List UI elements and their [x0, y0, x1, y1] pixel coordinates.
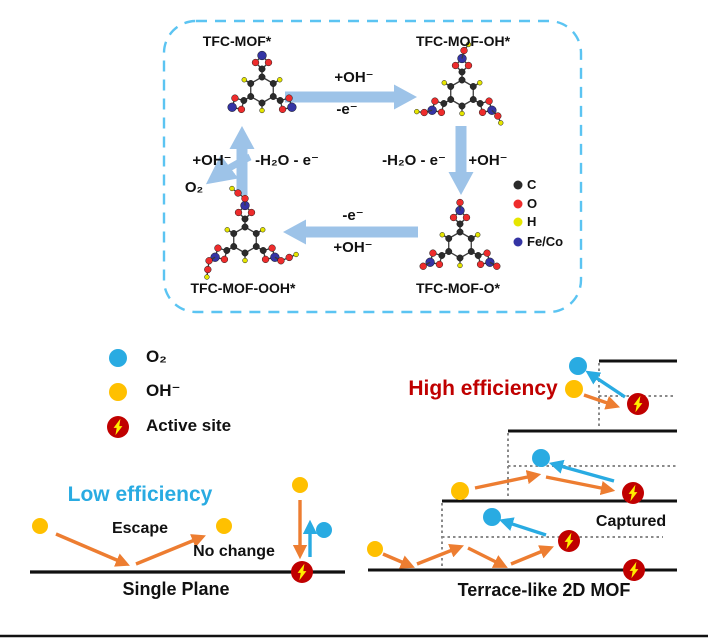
- atom-legend-dot-h: [513, 217, 523, 227]
- active-site-icon: [291, 561, 313, 583]
- oh-ion: [292, 477, 308, 493]
- atom-legend-dot-fe-co: [513, 237, 523, 247]
- molecule-tfc-mof: [227, 50, 297, 114]
- captured-label: Captured: [595, 513, 667, 530]
- o2-molecule: [569, 357, 587, 375]
- lightning-bolt-icon: [629, 561, 639, 579]
- legend-label-o2: O₂: [146, 347, 167, 366]
- high-efficiency-label: High efficiency: [408, 377, 558, 400]
- cycle-arrow-right: [448, 126, 474, 195]
- oh-bounce-arrow: [55, 532, 130, 567]
- molecule-tfc-mof-ooh: [204, 185, 299, 280]
- molecule-label-bottom-left: TFC-MOF-OOH*: [190, 280, 296, 296]
- o2-molecule: [316, 522, 332, 538]
- cycle-arrow-top: [285, 84, 417, 110]
- step-label-top-above: +OH⁻: [334, 69, 374, 86]
- step-label-right-left: -H₂O - e⁻: [382, 152, 446, 169]
- legend-active-site-icon: [107, 416, 129, 438]
- cycle-arrow-bottom: [283, 219, 418, 245]
- terrace-title: Terrace-like 2D MOF: [457, 580, 631, 600]
- oh-ion: [216, 518, 232, 534]
- lightning-bolt-icon: [564, 532, 574, 550]
- atom-legend-label-feco: Fe/Co: [527, 234, 564, 249]
- active-site-icon: [623, 559, 645, 581]
- single-plane-title: Single Plane: [122, 579, 230, 599]
- oh-to-site-arrow: [583, 393, 621, 410]
- cycle-boundary: [162, 19, 583, 314]
- step-label-bottom-above: -e⁻: [342, 207, 364, 224]
- oh-bounce-arrow: [467, 546, 508, 568]
- oh-ion: [32, 518, 48, 534]
- legend-dot-oh: [109, 383, 127, 401]
- oh-escape-arrow: [135, 534, 206, 566]
- lightning-bolt-icon: [297, 563, 307, 581]
- molecule-label-top-left: TFC-MOF*: [202, 33, 272, 49]
- legend-label-oh: OH⁻: [146, 381, 181, 400]
- o2-product-label: O₂: [184, 179, 204, 196]
- step-label-left-right: -H₂O - e⁻: [255, 152, 319, 169]
- no-change-label: No change: [193, 543, 275, 560]
- oh-ion: [565, 380, 583, 398]
- molecule-label-bottom-right: TFC-MOF-O*: [416, 280, 500, 296]
- oh-to-site-arrow: [510, 545, 554, 566]
- step-label-top-below: -e⁻: [336, 101, 358, 118]
- legend-label-active-site: Active site: [146, 416, 232, 435]
- step-label-left-left: +OH⁻: [192, 152, 232, 169]
- o2-out-arrow: [548, 459, 615, 483]
- active-site-icon: [622, 482, 644, 504]
- step-label-bottom-below: +OH⁻: [333, 239, 373, 256]
- o2-molecule: [483, 508, 501, 526]
- atom-legend-label-c: C: [527, 177, 537, 192]
- lightning-bolt-icon: [628, 484, 638, 502]
- active-site-icon: [558, 530, 580, 552]
- atom-legend-dot-c: [513, 180, 523, 190]
- o2-molecule: [532, 449, 550, 467]
- molecule-tfc-mof-o: [419, 198, 501, 270]
- molecule-tfc-mof-oh: [414, 41, 504, 126]
- oh-bounce-arrow: [416, 544, 464, 566]
- escape-label: Escape: [111, 520, 169, 537]
- o2-out-arrow: [585, 370, 626, 399]
- oh-ion: [367, 541, 383, 557]
- lightning-bolt-icon: [113, 418, 123, 436]
- atom-legend-label-h: H: [527, 214, 537, 229]
- oh-to-site-arrow: [545, 475, 616, 496]
- step-label-right-right: +OH⁻: [468, 152, 508, 169]
- o2-release-arrow: [205, 153, 252, 185]
- o2-out-arrow: [498, 517, 547, 537]
- low-efficiency-label: Low efficiency: [67, 483, 213, 506]
- active-site-icon: [627, 393, 649, 415]
- atom-legend-label-o: O: [527, 196, 538, 211]
- molecule-label-top-right: TFC-MOF-OH*: [415, 33, 511, 49]
- oh-bounce-arrow: [382, 552, 415, 569]
- legend-dot-o2: [109, 349, 127, 367]
- oh-ion: [451, 482, 469, 500]
- lightning-bolt-icon: [633, 395, 643, 413]
- oh-bounce-arrow: [474, 470, 542, 490]
- atom-legend-dot-o: [513, 199, 523, 209]
